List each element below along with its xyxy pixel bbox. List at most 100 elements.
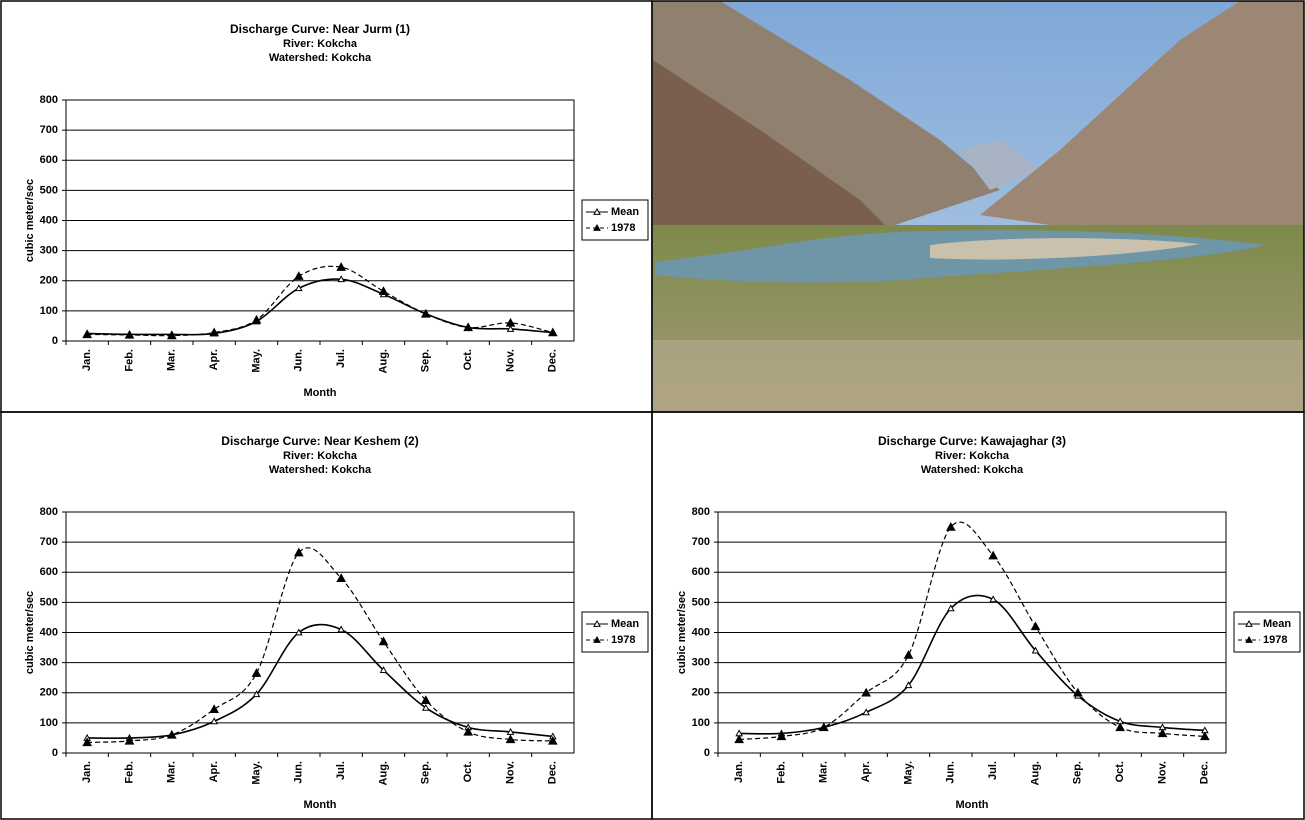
- x-tick-label: Jul.: [335, 349, 347, 368]
- x-tick-label: Oct.: [1114, 761, 1126, 782]
- y-axis-label: cubic meter/sec: [676, 591, 688, 674]
- y-tick-label: 600: [40, 566, 58, 578]
- x-tick-label: Mar.: [166, 349, 178, 371]
- x-tick-label: Sep.: [420, 349, 432, 372]
- data-point: [378, 286, 389, 295]
- x-tick-label: Sep.: [1072, 761, 1084, 784]
- data-point: [294, 628, 303, 636]
- x-axis-label: Month: [304, 387, 337, 399]
- x-tick-label: Jul.: [987, 761, 999, 780]
- series-line: [87, 265, 553, 337]
- chart-title: Discharge Curve: Near Jurm (1): [230, 22, 410, 36]
- data-point: [209, 327, 220, 337]
- x-tick-label: Sep.: [420, 761, 432, 784]
- data-point: [1157, 728, 1168, 738]
- legend-marker: [1245, 635, 1253, 643]
- y-tick-label: 400: [692, 626, 710, 638]
- legend-marker: [593, 635, 601, 643]
- y-tick-label: 200: [40, 687, 58, 699]
- x-tick-label: Jul.: [335, 761, 347, 780]
- data-point: [420, 308, 431, 318]
- chart-title: Discharge Curve: Kawajaghar (3): [878, 434, 1066, 448]
- x-tick-label: Apr.: [208, 349, 220, 370]
- data-point: [294, 284, 303, 292]
- data-point: [124, 735, 135, 745]
- data-point: [861, 687, 872, 697]
- y-tick-label: 400: [40, 214, 58, 226]
- y-tick-label: 0: [704, 747, 710, 759]
- data-point: [1115, 722, 1126, 732]
- panel-border: [651, 411, 1305, 820]
- legend-label: 1978: [611, 634, 635, 646]
- x-tick-label: Oct.: [462, 349, 474, 370]
- x-tick-label: Feb.: [775, 761, 787, 784]
- data-point: [505, 317, 516, 327]
- x-tick-label: Jun.: [293, 761, 305, 784]
- photo: [653, 1, 1304, 412]
- y-tick-label: 100: [692, 717, 710, 729]
- x-tick-label: Apr.: [860, 761, 872, 782]
- data-point: [252, 690, 261, 698]
- data-point: [505, 734, 516, 744]
- data-point: [82, 737, 93, 747]
- legend-marker: [593, 223, 601, 231]
- legend-label: 1978: [1263, 634, 1287, 646]
- y-tick-label: 500: [40, 596, 58, 608]
- data-point: [293, 547, 304, 557]
- y-tick-label: 0: [52, 747, 58, 759]
- chart-subtitle: River: Kokcha: [283, 450, 358, 462]
- data-point: [379, 666, 388, 674]
- x-tick-label: Jun.: [293, 349, 305, 372]
- data-point: [1031, 646, 1040, 654]
- data-point: [337, 625, 346, 633]
- x-tick-label: Mar.: [818, 761, 830, 783]
- x-tick-label: Jan.: [81, 349, 93, 371]
- x-axis-label: Month: [304, 799, 337, 811]
- x-tick-label: Jan.: [733, 761, 745, 783]
- data-point: [421, 703, 430, 711]
- legend-box: [581, 199, 649, 241]
- data-point: [420, 695, 431, 704]
- data-point: [903, 650, 914, 659]
- x-tick-label: Jan.: [81, 761, 93, 783]
- data-point: [547, 735, 558, 745]
- y-tick-label: 600: [692, 566, 710, 578]
- chart: Discharge Curve: Kawajaghar (3) River: Ko…: [676, 434, 1301, 811]
- photo-sandbar: [930, 238, 1200, 260]
- chart-subtitle: Watershed: Kokcha: [269, 52, 372, 64]
- data-point: [1072, 687, 1083, 697]
- data-point: [1030, 621, 1041, 631]
- data-point: [210, 717, 219, 725]
- y-tick-label: 100: [40, 717, 58, 729]
- x-tick-label: Oct.: [462, 761, 474, 782]
- legend-box: [1233, 611, 1301, 653]
- y-tick-label: 200: [692, 687, 710, 699]
- x-tick-label: May.: [902, 761, 914, 785]
- data-point: [904, 681, 913, 689]
- x-tick-label: Aug.: [377, 349, 389, 373]
- data-point: [862, 708, 871, 716]
- x-tick-label: May.: [250, 349, 262, 373]
- chart-subtitle: River: Kokcha: [935, 450, 1010, 462]
- data-point: [506, 324, 515, 332]
- y-tick-label: 600: [40, 154, 58, 166]
- data-point: [547, 327, 558, 337]
- series-line: [87, 278, 553, 336]
- photo-slope-left: [653, 60, 890, 260]
- data-point: [166, 729, 177, 739]
- y-axis-label: cubic meter/sec: [24, 179, 36, 262]
- y-tick-label: 300: [40, 657, 58, 669]
- y-tick-label: 100: [40, 305, 58, 317]
- photo-foreground: [653, 340, 1304, 412]
- y-tick-label: 800: [692, 506, 710, 518]
- data-point: [209, 704, 220, 714]
- x-tick-label: Feb.: [123, 761, 135, 784]
- x-axis-label: Month: [956, 799, 989, 811]
- data-point: [336, 573, 347, 582]
- x-tick-label: Nov.: [504, 761, 516, 784]
- y-tick-label: 800: [40, 506, 58, 518]
- x-tick-label: Dec.: [547, 349, 559, 372]
- y-tick-label: 700: [40, 536, 58, 548]
- legend-label: Mean: [611, 206, 639, 218]
